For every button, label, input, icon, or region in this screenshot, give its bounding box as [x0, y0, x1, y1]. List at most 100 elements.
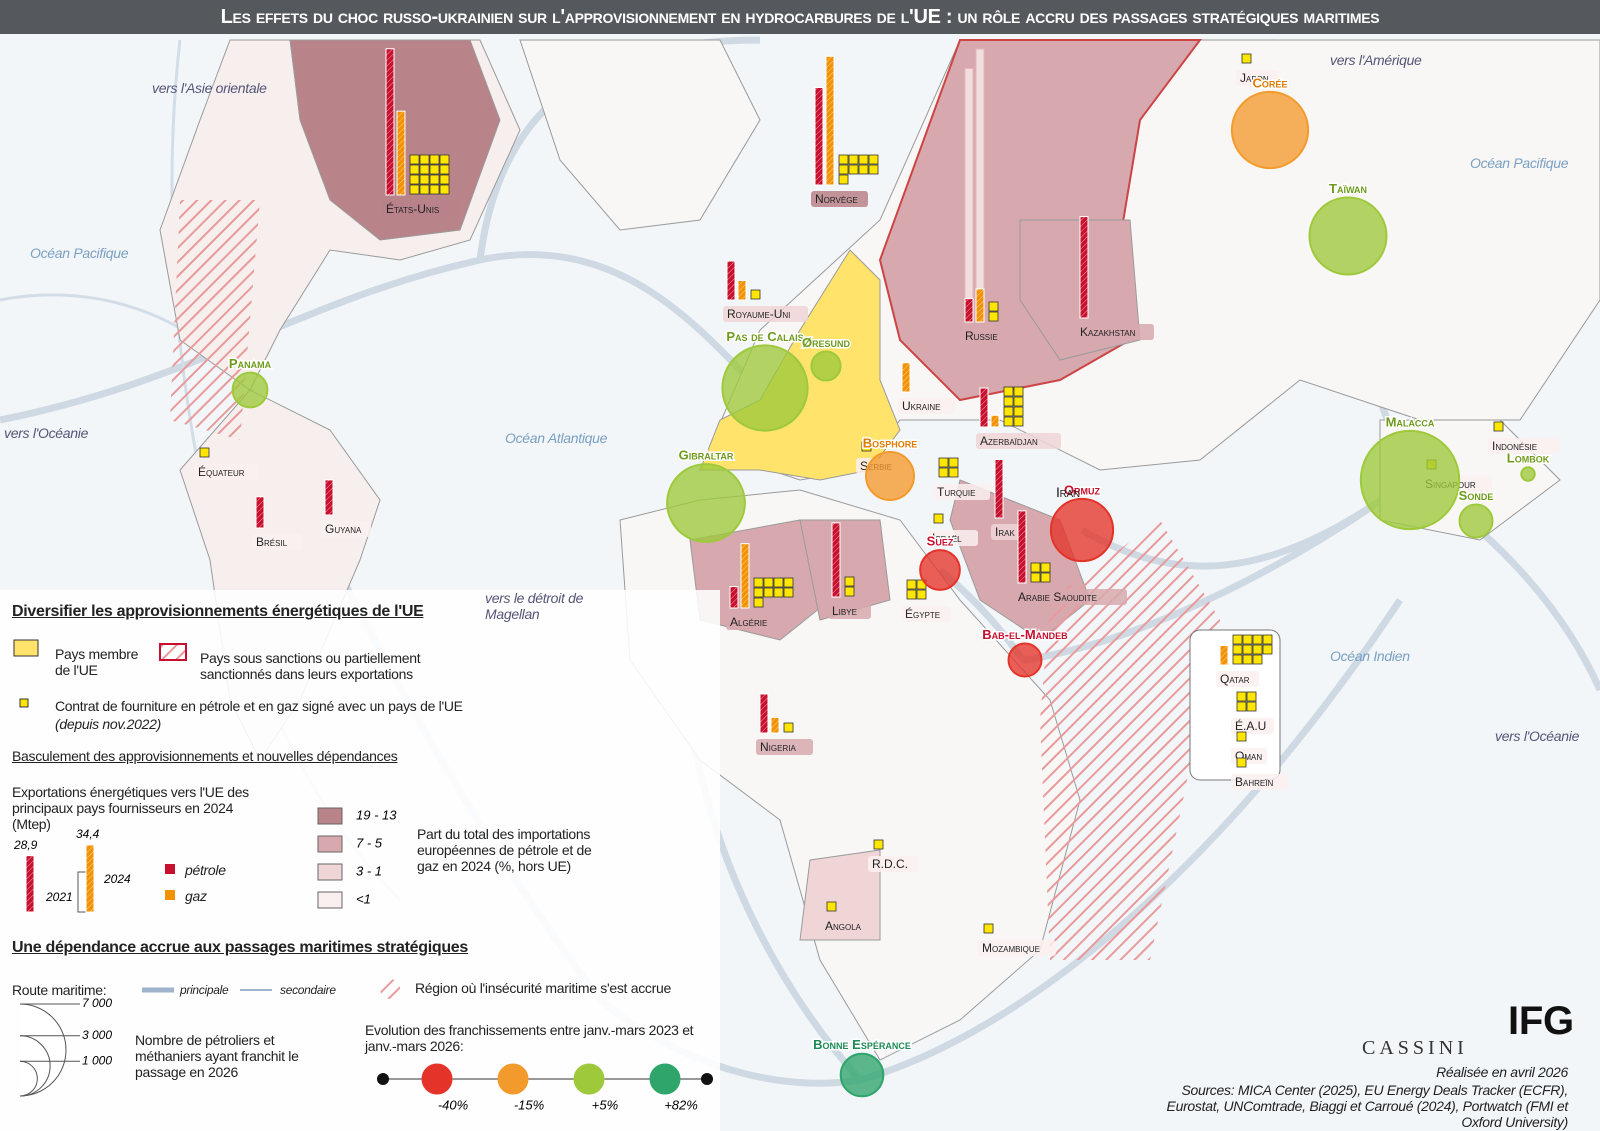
contract-square	[868, 164, 879, 175]
contract-marks	[933, 513, 944, 524]
share-class	[978, 940, 1056, 956]
legend-value: 28,9	[13, 838, 38, 852]
size-circle	[19, 1060, 38, 1097]
contract-square	[844, 586, 855, 597]
contract-square	[838, 164, 849, 175]
country-label: États-Unis	[386, 201, 439, 216]
contract-square	[1493, 421, 1504, 432]
bar-hatch	[771, 717, 779, 733]
contract-square	[1241, 53, 1252, 64]
map-label: vers l'Asie orientale	[152, 80, 267, 96]
legend-text: Pays membre de l'UE	[55, 646, 139, 678]
bar-hatch	[980, 388, 988, 427]
share-swatch	[317, 863, 343, 881]
legend-insecurity	[380, 979, 400, 999]
contract-square	[1030, 572, 1041, 583]
contract-square	[409, 154, 420, 165]
passage-circle	[231, 371, 269, 409]
passage-label: Øresund	[802, 335, 851, 350]
legend-heading: Diversifier les approvisionnements énerg…	[12, 603, 424, 620]
country-label: Bahreïn	[1235, 775, 1273, 789]
legend-text: gaz	[185, 888, 207, 904]
legend-sanction	[159, 643, 187, 661]
passage-label: Malacca	[1386, 414, 1435, 429]
legend-text: Evolution des franchissements entre janv…	[365, 1022, 694, 1054]
legend-text: Part du total des importations européenn…	[417, 826, 592, 874]
bar-hatch	[730, 586, 738, 608]
passage-label: Ormuz	[1064, 482, 1101, 497]
contract-square	[773, 577, 784, 588]
passage-circle	[1049, 497, 1115, 563]
country-label: Irak	[995, 525, 1015, 539]
contract-marks	[783, 722, 794, 733]
country-label: Royaume-Uni	[727, 307, 790, 321]
bar-hatch	[991, 415, 999, 427]
share-class	[1231, 718, 1274, 734]
legend-gas	[165, 890, 175, 900]
country-label: Ukraine	[902, 399, 940, 413]
legend-year: 2021	[45, 890, 73, 904]
passage-circle	[1359, 429, 1461, 531]
map-label: Océan Pacifique	[30, 245, 129, 261]
contract-square	[1013, 396, 1024, 407]
logo: IFG	[1508, 999, 1574, 1043]
contract-square	[429, 154, 440, 165]
contract-square	[783, 577, 794, 588]
credit-date: Réalisée en avril 2026	[1436, 1064, 1568, 1080]
passage-circle	[810, 350, 842, 382]
contract-square	[938, 457, 949, 468]
country-label: Brésil	[256, 535, 288, 549]
legend-year: 2024	[103, 872, 131, 886]
contract-square	[439, 154, 450, 165]
share-class	[933, 484, 990, 500]
contract-square	[858, 154, 869, 165]
contract-square	[838, 174, 849, 185]
share-class	[252, 534, 302, 550]
evolution-swatch	[573, 1063, 605, 1095]
bar-hatch	[815, 87, 823, 185]
contract-marks	[983, 923, 994, 934]
contract-square	[988, 301, 999, 312]
bar-hatch	[26, 855, 34, 912]
passage-label: Taïwan	[1329, 181, 1367, 196]
country-label: Nigeria	[760, 740, 796, 754]
contract-square	[1013, 386, 1024, 397]
contract-square	[753, 577, 764, 588]
country-label: Azerbaïdjan	[980, 434, 1038, 448]
share-label: 3 - 1	[356, 863, 382, 878]
contract-square	[439, 164, 450, 175]
share-class	[828, 603, 871, 619]
share-class	[1076, 324, 1154, 340]
contract-square	[1242, 644, 1253, 655]
share-label: 7 - 5	[356, 835, 383, 850]
minus	[377, 1073, 389, 1085]
map-label: vers le détroit de Magellan	[485, 590, 584, 622]
contract-marks	[1030, 562, 1051, 583]
contract-square	[1236, 731, 1247, 742]
logo: CASSINI	[1362, 1037, 1468, 1059]
contract-marks	[1493, 421, 1504, 432]
passage-label: Sonde	[1459, 488, 1494, 503]
passage-label: Suez	[927, 534, 954, 549]
contract-square	[409, 174, 420, 185]
size-label: 7 000	[82, 996, 112, 1010]
contract-marks	[753, 577, 794, 608]
legend-text: Pays sous sanctions ou partiellement san…	[200, 650, 421, 682]
country-label: Qatar	[1220, 672, 1250, 686]
legend-text: Basculement des approvisionnements et no…	[12, 748, 398, 764]
country-label: Norvège	[815, 192, 858, 206]
contract-square	[1040, 572, 1051, 583]
title: Les effets du choc russo-ukrainien sur l…	[0, 0, 1600, 34]
map-label: Océan Atlantique	[505, 430, 608, 446]
share-class	[194, 464, 258, 480]
credit-sources: Sources: MICA Center (2025), EU Energy D…	[1166, 1082, 1569, 1130]
country-label: Guyana	[325, 522, 362, 536]
country-label: Mozambique	[982, 941, 1040, 955]
bar-hatch	[738, 280, 746, 300]
contract-square	[906, 579, 917, 590]
share-class	[1216, 671, 1259, 687]
share-class	[976, 433, 1061, 449]
legend-text: pétrole	[185, 862, 226, 878]
legend-text: secondaire	[280, 983, 336, 997]
